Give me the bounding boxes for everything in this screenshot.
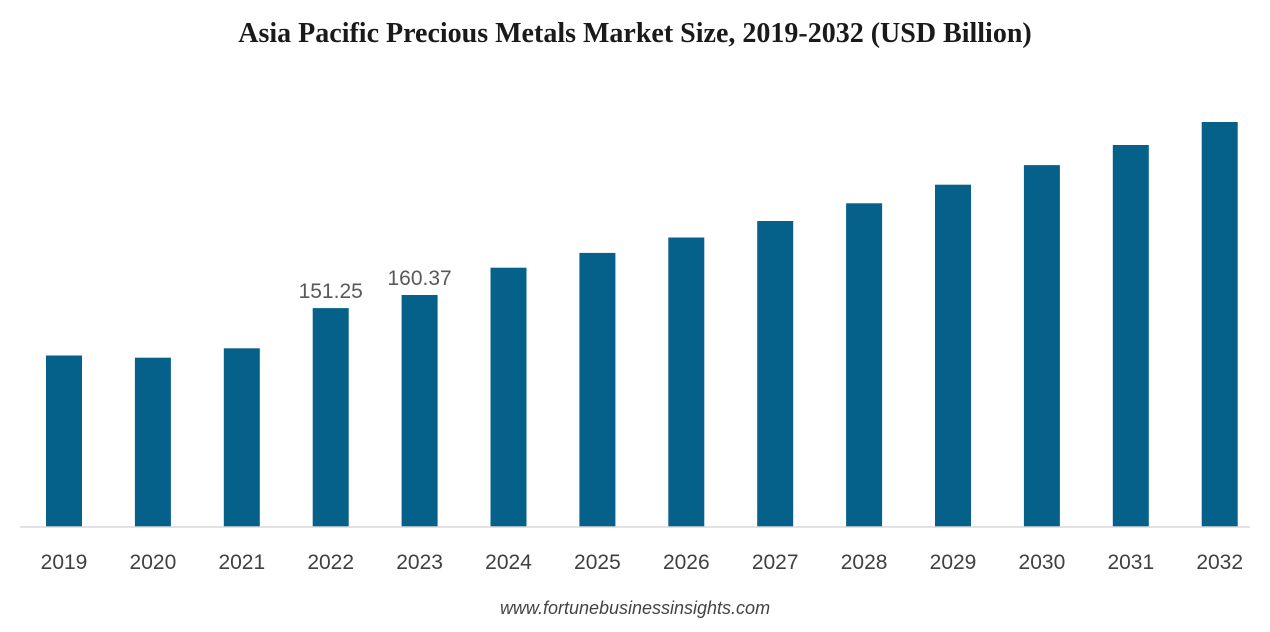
x-tick-2019: 2019	[41, 551, 88, 574]
bar-2020	[134, 357, 171, 527]
bar-2026	[668, 237, 705, 527]
bar-2031	[1112, 145, 1149, 527]
x-tick-2029: 2029	[930, 551, 977, 574]
bar-2032	[1201, 122, 1238, 527]
labels-layer: 151.25 160.37	[299, 267, 452, 303]
x-tick-2020: 2020	[130, 551, 177, 574]
x-tick-2026: 2026	[663, 551, 710, 574]
chart-title: Asia Pacific Precious Metals Market Size…	[238, 18, 1032, 49]
bar-2029	[935, 184, 971, 527]
bar-2028	[846, 203, 883, 528]
x-tick-2028: 2028	[841, 551, 888, 574]
source-watermark: www.fortunebusinessinsights.com	[499, 598, 771, 618]
bars-layer	[46, 122, 1238, 528]
x-tick-2030: 2030	[1019, 551, 1066, 574]
bar-2019	[46, 355, 82, 527]
bar-2022	[312, 308, 349, 527]
bar-2030	[1023, 165, 1060, 527]
bar-2025	[579, 252, 616, 527]
x-tick-2022: 2022	[307, 551, 354, 574]
bar-2023	[401, 295, 438, 527]
data-label-2023: 160.37	[387, 267, 451, 290]
bar-2024	[490, 267, 527, 527]
x-tick-2024: 2024	[485, 551, 532, 574]
data-label-2022: 151.25	[299, 280, 363, 303]
x-tick-2021: 2021	[218, 551, 265, 574]
x-tick-2025: 2025	[574, 551, 621, 574]
bar-2027	[757, 221, 794, 527]
x-tick-2031: 2031	[1107, 551, 1154, 574]
x-tick-2023: 2023	[396, 551, 443, 574]
bar-2021	[223, 348, 260, 527]
x-tick-2032: 2032	[1196, 551, 1243, 574]
x-tick-labels: 2019 2020 2021 2022 2023 2024 2025 2026 2027 2028…	[41, 551, 1243, 574]
x-tick-2027: 2027	[752, 551, 799, 574]
